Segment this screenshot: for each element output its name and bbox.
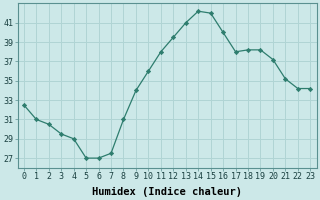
X-axis label: Humidex (Indice chaleur): Humidex (Indice chaleur) [92, 186, 242, 197]
